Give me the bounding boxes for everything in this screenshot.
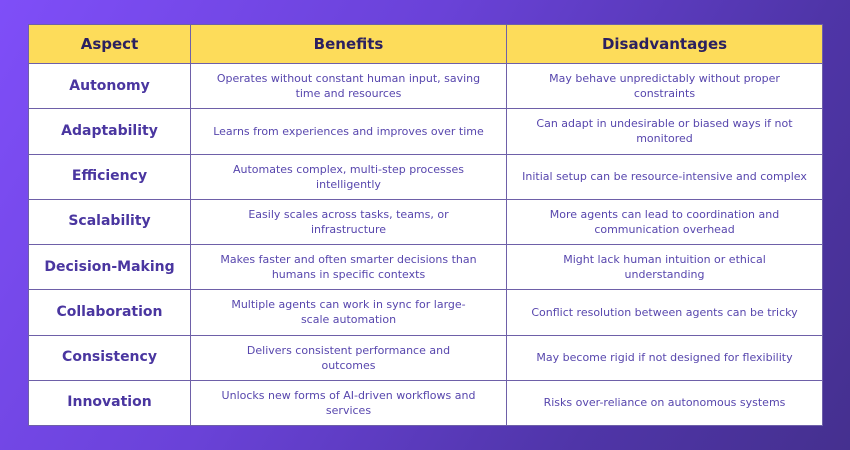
- table-row: Decision-Making Makes faster and often sm…: [28, 243, 823, 291]
- benefit-cell-text: Multiple agents can work in sync for lar…: [231, 298, 466, 327]
- table-row: Adaptability Learns from experiences and …: [28, 108, 823, 155]
- disadvantage-cell-text: Might lack human intuition or ethical un…: [563, 253, 766, 282]
- header-row: Aspect Benefits Disadvantages: [28, 24, 823, 64]
- disadvantage-cell: Initial setup can be resource-intensive …: [506, 153, 823, 200]
- benefit-cell: Unlocks new forms of AI-driven workflows…: [190, 379, 507, 427]
- benefit-cell: Delivers consistent performance and outc…: [190, 334, 507, 381]
- aspect-cell: Innovation: [28, 379, 191, 427]
- aspect-cell: Autonomy: [28, 62, 191, 110]
- benefit-cell-text: Operates without constant human input, s…: [216, 72, 481, 101]
- benefit-cell-text: Easily scales across tasks, teams, or in…: [248, 207, 449, 236]
- disadvantage-cell-text: May become rigid if not designed for fle…: [536, 351, 793, 365]
- benefit-cell: Operates without constant human input, s…: [190, 62, 507, 110]
- disadvantage-cell: Might lack human intuition or ethical un…: [506, 243, 823, 291]
- header-benefits: Benefits: [190, 24, 507, 64]
- disadvantage-cell: May become rigid if not designed for fle…: [506, 334, 823, 381]
- benefit-cell: Easily scales across tasks, teams, or in…: [190, 198, 507, 246]
- table-row: Efficiency Automates complex, multi-step …: [28, 153, 823, 200]
- disadvantage-cell: Can adapt in undesirable or biased ways …: [506, 108, 823, 155]
- table-row: Autonomy Operates without constant human …: [28, 62, 823, 110]
- disadvantage-cell-text: Risks over-reliance on autonomous system…: [543, 396, 786, 410]
- benefit-cell: Multiple agents can work in sync for lar…: [190, 289, 507, 336]
- benefit-cell: Learns from experiences and improves ove…: [190, 108, 507, 155]
- disadvantage-cell-text: More agents can lead to coordination and…: [549, 207, 780, 236]
- benefit-cell-text: Automates complex, multi-step processes …: [232, 162, 465, 191]
- benefit-cell: Makes faster and often smarter decisions…: [190, 243, 507, 291]
- table-row: Innovation Unlocks new forms of AI-driven…: [28, 379, 823, 427]
- aspect-cell: Collaboration: [28, 289, 191, 336]
- header-aspect: Aspect: [28, 24, 191, 64]
- benefit-cell: Automates complex, multi-step processes …: [190, 153, 507, 200]
- benefit-cell-text: Makes faster and often smarter decisions…: [220, 253, 477, 282]
- disadvantage-cell-text: May behave unpredictably without proper …: [549, 72, 780, 101]
- aspect-cell: Consistency: [28, 334, 191, 381]
- disadvantage-cell-text: Conflict resolution between agents can b…: [531, 305, 798, 319]
- comparison-table: Aspect Benefits Disadvantages Autonomy Op…: [28, 24, 823, 427]
- table-row: Consistency Delivers consistent performan…: [28, 334, 823, 381]
- benefit-cell-text: Unlocks new forms of AI-driven workflows…: [221, 388, 476, 417]
- benefit-cell-text: Learns from experiences and improves ove…: [213, 124, 484, 138]
- aspect-cell: Scalability: [28, 198, 191, 246]
- aspect-cell: Efficiency: [28, 153, 191, 200]
- disadvantage-cell: Risks over-reliance on autonomous system…: [506, 379, 823, 427]
- aspect-cell: Adaptability: [28, 108, 191, 155]
- table-row: Collaboration Multiple agents can work in…: [28, 289, 823, 336]
- disadvantage-cell: More agents can lead to coordination and…: [506, 198, 823, 246]
- disadvantage-cell-text: Can adapt in undesirable or biased ways …: [536, 117, 793, 146]
- table-row: Scalability Easily scales across tasks, t…: [28, 198, 823, 246]
- benefit-cell-text: Delivers consistent performance and outc…: [246, 343, 451, 372]
- disadvantage-cell: May behave unpredictably without proper …: [506, 62, 823, 110]
- disadvantage-cell-text: Initial setup can be resource-intensive …: [522, 170, 807, 184]
- aspect-cell: Decision-Making: [28, 243, 191, 291]
- header-disadvantages: Disadvantages: [506, 24, 823, 64]
- disadvantage-cell: Conflict resolution between agents can b…: [506, 289, 823, 336]
